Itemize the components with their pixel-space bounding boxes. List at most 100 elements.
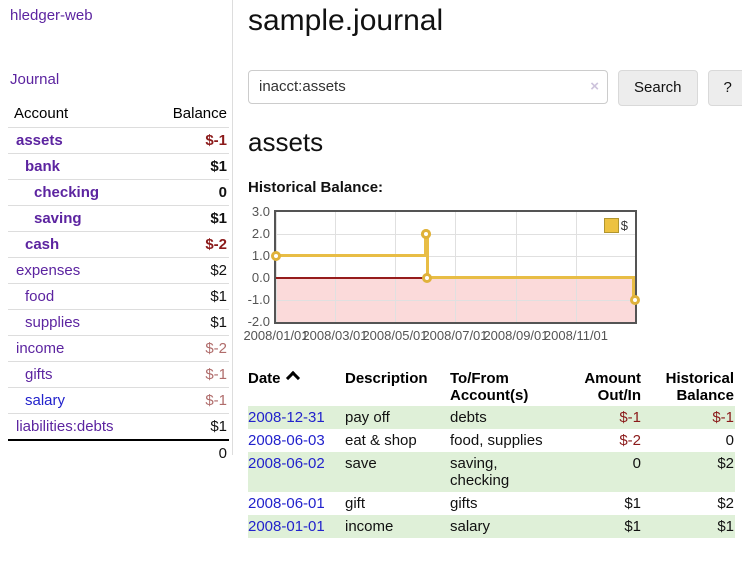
register-description-cell: save	[345, 451, 450, 492]
account-row: food $1	[8, 283, 229, 310]
account-balance: $1	[147, 205, 229, 232]
accounts-header-balance: Balance	[172, 105, 227, 122]
account-balance: $-1	[147, 361, 229, 388]
search-form: × Search ?	[248, 69, 742, 106]
chart-data-point[interactable]	[630, 294, 640, 305]
chart-line-segment	[427, 276, 635, 279]
chart-gridline-h	[276, 233, 635, 235]
register-date-cell: 2008-01-01	[248, 514, 345, 538]
account-balance: $1	[147, 309, 229, 336]
register-header-date[interactable]: Date	[248, 368, 345, 406]
register-balance-cell: 0	[725, 431, 734, 449]
chart-gridline-v	[576, 211, 577, 322]
account-link[interactable]: food	[25, 288, 55, 305]
account-balance: $-2	[147, 335, 229, 362]
register-amount-cell: $-1	[560, 405, 642, 429]
account-balance: $-1	[147, 127, 229, 154]
legend-label: $	[620, 217, 628, 233]
help-button[interactable]: ?	[707, 69, 742, 106]
account-row: saving $1	[8, 205, 229, 232]
account-row: expenses $2	[8, 257, 229, 284]
account-row: income $-2	[8, 335, 229, 362]
register-accounts-cell: saving, checking	[450, 451, 560, 492]
register-balance-cell: $1	[642, 514, 735, 538]
register-date-cell: 2008-06-02	[248, 451, 345, 492]
chart-x-tick-label: 2008/11/01	[543, 327, 609, 343]
account-link[interactable]: cash	[25, 236, 60, 253]
account-link[interactable]: salary	[25, 392, 66, 409]
register-row: 2008-01-01 income salary $1 $1	[248, 514, 735, 538]
chart-y-tick-label: 3.0	[251, 203, 270, 219]
account-name-cell: cash	[8, 231, 148, 258]
search-button[interactable]: Search	[618, 69, 698, 106]
register-description-cell: eat & shop	[345, 431, 417, 449]
chart-line-segment	[424, 233, 427, 256]
account-row: liabilities:debts $1	[8, 413, 229, 440]
chart-gridline-v	[335, 211, 336, 322]
register-amount-cell: $1	[624, 494, 641, 512]
register-amount-cell: $1	[560, 514, 642, 538]
chart-data-point[interactable]	[271, 250, 281, 261]
account-balance: $-2	[147, 231, 229, 258]
account-name-cell: assets	[8, 127, 148, 154]
account-name-cell: checking	[8, 179, 148, 206]
account-link[interactable]: assets	[16, 132, 63, 149]
sort-ascending-icon	[285, 370, 300, 385]
transaction-date-link[interactable]: 2008-06-02	[248, 454, 325, 472]
account-row: cash $-2	[8, 231, 229, 258]
account-link[interactable]: liabilities:debts	[16, 418, 114, 435]
chart-gridline-v	[276, 211, 277, 322]
transaction-date-link[interactable]: 2008-06-03	[248, 431, 325, 449]
register-amount-cell: $-2	[619, 431, 641, 449]
chart-y-tick-label: -1.0	[247, 291, 270, 307]
register-header-description: Description	[345, 369, 428, 387]
register-accounts-cell: salary	[450, 514, 560, 538]
register-header-amount: Amount Out/In	[584, 369, 641, 404]
search-input[interactable]	[248, 69, 608, 104]
account-link[interactable]: gifts	[25, 366, 53, 383]
chart-gridline-v	[395, 211, 396, 322]
chart-y-tick-label: 0.0	[251, 269, 270, 285]
register-date-cell: 2008-06-03	[248, 429, 345, 452]
chart-data-point[interactable]	[421, 228, 432, 239]
account-link[interactable]: saving	[34, 210, 82, 227]
account-link[interactable]: checking	[34, 184, 100, 201]
register-header-account: To/From Account(s)	[450, 369, 529, 404]
register-description-cell: gift	[345, 494, 366, 512]
chart-plot: $	[271, 209, 640, 324]
main-content: sample.journal × Search ? assets Histori…	[243, 0, 742, 538]
account-row: gifts $-1	[8, 361, 229, 388]
register-header-row: Date Description To/From Account(s) Amou…	[248, 368, 735, 406]
clear-search-icon[interactable]: ×	[590, 77, 599, 95]
account-row: bank $1	[8, 153, 229, 180]
transaction-date-link[interactable]: 2008-12-31	[248, 408, 325, 426]
sidebar-item-journal[interactable]: Journal	[10, 71, 60, 88]
register-header-balance: Historical Balance	[665, 369, 734, 404]
register-row: 2008-06-03 eat & shop food, supplies $-2 0	[248, 429, 735, 452]
transaction-date-link[interactable]: 2008-06-01	[248, 494, 325, 512]
account-link[interactable]: supplies	[25, 314, 81, 331]
chart-y-tick-label: 1.0	[251, 247, 270, 263]
chart-gridline-h	[276, 255, 635, 257]
chart-x-tick-label: 2008/01/01	[243, 327, 309, 343]
register-accounts-cell: gifts	[450, 494, 478, 512]
account-link[interactable]: income	[16, 340, 65, 357]
account-name-cell: gifts	[8, 361, 148, 388]
account-balance: $1	[147, 413, 229, 440]
app-title-link[interactable]: hledger-web	[10, 7, 93, 24]
chart-data-point[interactable]	[422, 272, 433, 283]
account-row: assets $-1	[8, 127, 229, 154]
account-row: salary $-1	[8, 387, 229, 414]
account-name-cell: saving	[8, 205, 148, 232]
account-link[interactable]: bank	[25, 158, 61, 175]
account-name-cell: income	[8, 335, 148, 362]
chart-gridline-h	[276, 299, 635, 301]
transaction-date-link[interactable]: 2008-01-01	[248, 517, 325, 535]
accounts-total-value: 0	[8, 439, 229, 466]
account-link[interactable]: expenses	[16, 262, 81, 279]
accounts-header-account: Account	[14, 105, 69, 122]
accounts-panel: Account Balance assets $-1 bank $1 checking 0…	[8, 100, 229, 466]
chart-line-segment	[276, 254, 426, 257]
register-date-cell: 2008-06-01	[248, 492, 345, 515]
chart-title: Historical Balance:	[248, 178, 384, 196]
